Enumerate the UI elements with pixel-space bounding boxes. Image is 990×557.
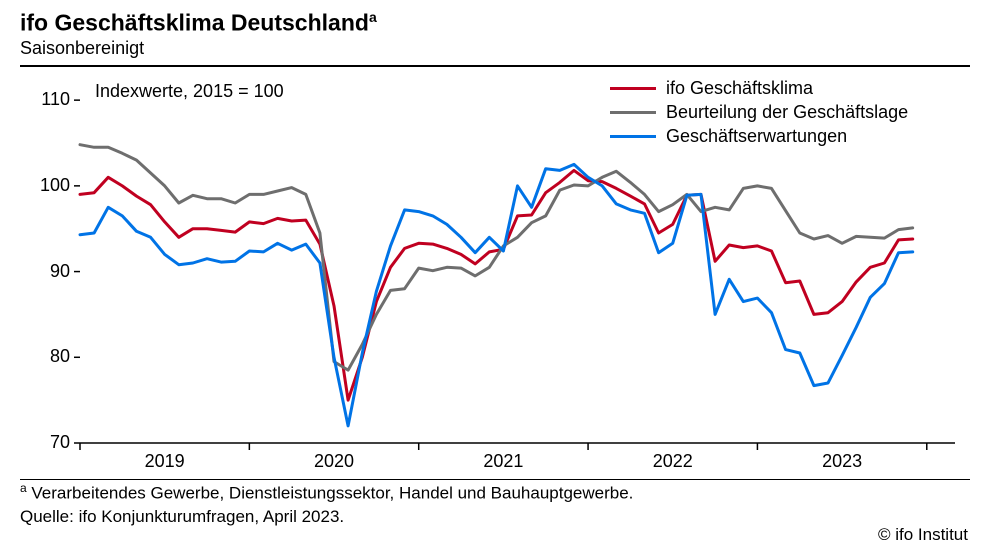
x-tick-label: 2022 bbox=[653, 451, 693, 472]
y-tick-label: 100 bbox=[20, 175, 70, 196]
legend-label: ifo Geschäftsklima bbox=[666, 78, 813, 99]
chart-container: ifo Geschäftsklima Deutschlanda Saisonbe… bbox=[0, 0, 990, 557]
x-tick-label: 2019 bbox=[145, 451, 185, 472]
y-tick-label: 90 bbox=[20, 261, 70, 282]
title-text: ifo Geschäftsklima Deutschland bbox=[20, 10, 369, 36]
x-tick-label: 2020 bbox=[314, 451, 354, 472]
index-label: Indexwerte, 2015 = 100 bbox=[95, 81, 284, 102]
footnote-superscript: a bbox=[20, 481, 27, 495]
header-rule bbox=[20, 65, 970, 67]
legend-swatch bbox=[610, 111, 656, 114]
copyright: © ifo Institut bbox=[878, 525, 968, 545]
x-tick-label: 2021 bbox=[483, 451, 523, 472]
footnote: a Verarbeitendes Gewerbe, Dienstleistung… bbox=[20, 480, 970, 506]
legend-item: ifo Geschäftsklima bbox=[610, 77, 908, 101]
legend-swatch bbox=[610, 87, 656, 90]
chart-subtitle: Saisonbereinigt bbox=[20, 38, 970, 59]
y-tick-label: 80 bbox=[20, 346, 70, 367]
chart-title: ifo Geschäftsklima Deutschlanda bbox=[20, 10, 970, 36]
legend-item: Geschäftserwartungen bbox=[610, 125, 908, 149]
legend-item: Beurteilung der Geschäftslage bbox=[610, 101, 908, 125]
legend-swatch bbox=[610, 135, 656, 138]
title-superscript: a bbox=[369, 9, 377, 25]
y-tick-label: 70 bbox=[20, 432, 70, 453]
legend-label: Geschäftserwartungen bbox=[666, 126, 847, 147]
footnote-text: Verarbeitendes Gewerbe, Dienstleistungss… bbox=[27, 484, 634, 503]
legend: ifo Geschäftsklima Beurteilung der Gesch… bbox=[610, 77, 908, 149]
legend-label: Beurteilung der Geschäftslage bbox=[666, 102, 908, 123]
x-tick-label: 2023 bbox=[822, 451, 862, 472]
y-tick-label: 110 bbox=[20, 89, 70, 110]
chart-area: Indexwerte, 2015 = 100 ifo Geschäftsklim… bbox=[20, 71, 970, 479]
source-line: Quelle: ifo Konjunkturumfragen, April 20… bbox=[20, 506, 970, 529]
